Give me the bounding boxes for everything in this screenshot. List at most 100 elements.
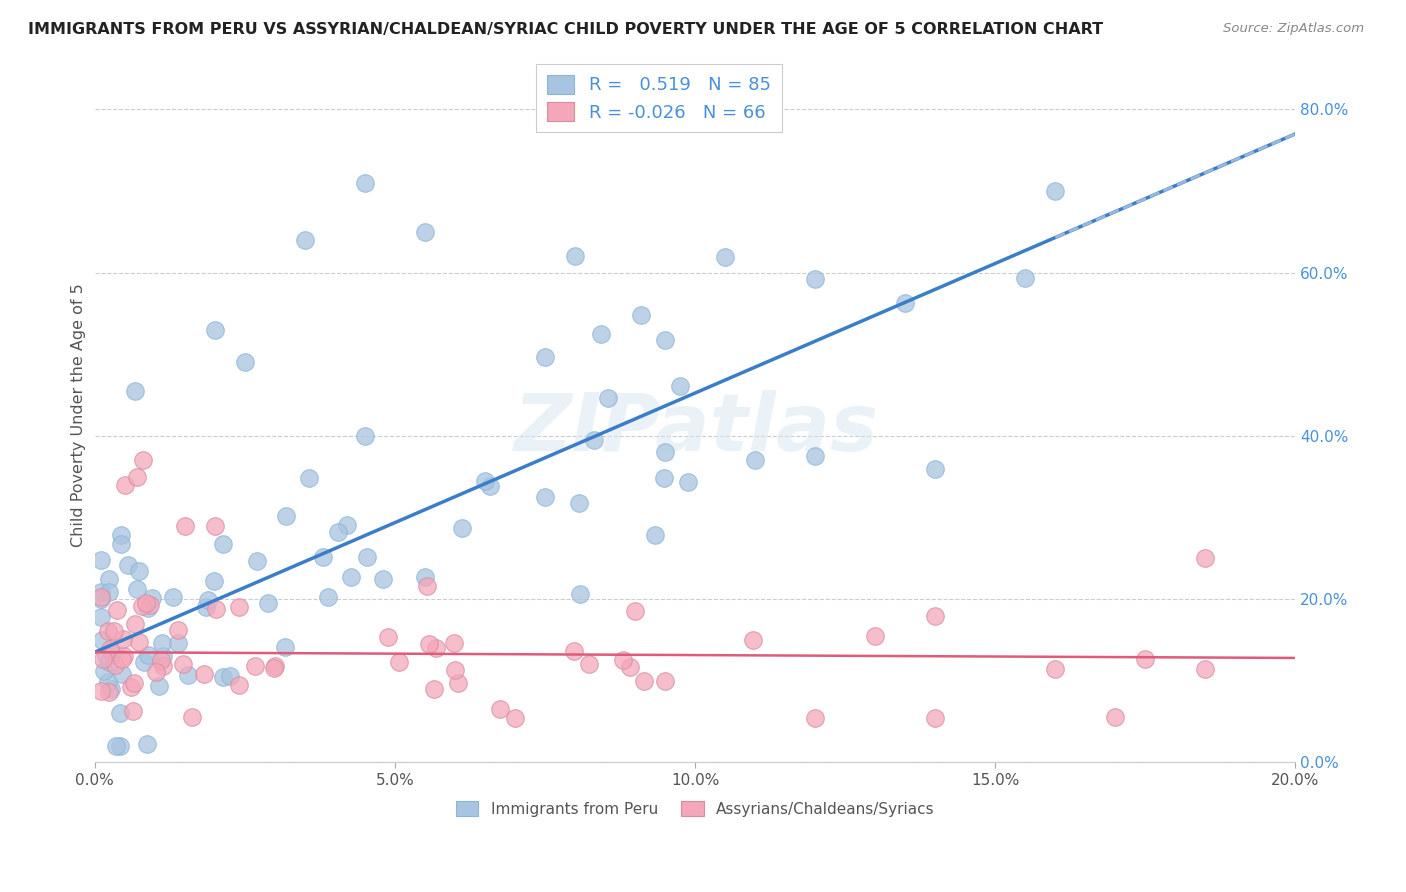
Point <box>1045 184 1067 198</box>
Point <box>90 553 112 567</box>
Point <box>114 478 136 492</box>
Point <box>152 648 174 663</box>
Point <box>172 657 194 672</box>
Text: IMMIGRANTS FROM PERU VS ASSYRIAN/CHALDEAN/SYRIAC CHILD POVERTY UNDER THE AGE OF : IMMIGRANTS FROM PERU VS ASSYRIAN/CHALDEA… <box>28 22 1104 37</box>
Point <box>644 528 666 542</box>
Y-axis label: Child Poverty Under the Age of 5: Child Poverty Under the Age of 5 <box>72 284 86 548</box>
Point <box>714 250 737 264</box>
Point <box>804 271 827 285</box>
Point <box>371 572 394 586</box>
Point <box>121 704 143 718</box>
Point <box>534 350 557 364</box>
Point <box>1194 662 1216 676</box>
Point <box>128 635 150 649</box>
Point <box>110 528 132 542</box>
Point <box>1135 652 1157 666</box>
Point <box>894 296 917 310</box>
Point <box>316 590 339 604</box>
Point <box>166 636 188 650</box>
Point <box>135 597 157 611</box>
Point <box>125 582 148 596</box>
Point <box>111 666 134 681</box>
Point <box>246 554 269 568</box>
Point <box>263 660 285 674</box>
Point <box>654 334 676 348</box>
Point <box>413 570 436 584</box>
Point <box>110 537 132 551</box>
Point <box>150 653 173 667</box>
Point <box>256 595 278 609</box>
Point <box>228 599 250 614</box>
Point <box>98 584 121 599</box>
Point <box>274 640 297 654</box>
Point <box>212 669 235 683</box>
Point <box>94 649 117 664</box>
Point <box>90 590 112 604</box>
Point <box>356 549 378 564</box>
Point <box>276 509 298 524</box>
Point <box>444 663 467 677</box>
Point <box>652 471 675 485</box>
Point <box>141 591 163 606</box>
Point <box>418 637 440 651</box>
Point <box>193 667 215 681</box>
Point <box>478 479 501 493</box>
Point <box>204 323 226 337</box>
Point <box>233 355 256 369</box>
Point <box>562 644 585 658</box>
Point <box>336 517 359 532</box>
Point <box>197 592 219 607</box>
Point <box>596 391 619 405</box>
Point <box>578 657 600 672</box>
Point <box>176 668 198 682</box>
Point <box>105 603 128 617</box>
Point <box>569 586 592 600</box>
Point <box>132 655 155 669</box>
Point <box>263 658 285 673</box>
Point <box>145 665 167 680</box>
Point <box>654 673 676 688</box>
Text: ZIPatlas: ZIPatlas <box>513 391 877 468</box>
Point <box>742 632 765 647</box>
Point <box>108 706 131 720</box>
Point <box>377 630 399 644</box>
Point <box>489 702 512 716</box>
Point <box>93 664 115 678</box>
Point <box>245 658 267 673</box>
Point <box>312 549 335 564</box>
Point <box>354 176 377 190</box>
Point <box>90 585 112 599</box>
Point <box>744 453 766 467</box>
Legend: Immigrants from Peru, Assyrians/Chaldeans/Syriacs: Immigrants from Peru, Assyrians/Chaldean… <box>449 793 942 824</box>
Point <box>136 601 159 615</box>
Point <box>98 684 121 698</box>
Point <box>564 249 586 263</box>
Point <box>211 537 233 551</box>
Point <box>112 649 135 664</box>
Point <box>181 710 204 724</box>
Point <box>612 653 634 667</box>
Point <box>103 624 125 638</box>
Point <box>804 450 827 464</box>
Point <box>326 524 349 539</box>
Point <box>474 474 496 488</box>
Point <box>120 681 142 695</box>
Point <box>924 710 946 724</box>
Point <box>298 471 321 485</box>
Point <box>125 469 148 483</box>
Point <box>1194 551 1216 566</box>
Point <box>132 453 155 467</box>
Point <box>204 601 226 615</box>
Point <box>583 433 606 447</box>
Point <box>90 610 112 624</box>
Point <box>90 684 112 698</box>
Point <box>162 590 184 604</box>
Point <box>128 564 150 578</box>
Point <box>413 225 436 239</box>
Point <box>1014 271 1036 285</box>
Point <box>131 599 153 614</box>
Point <box>150 635 173 649</box>
Point <box>668 379 690 393</box>
Point <box>443 636 465 650</box>
Point <box>503 710 526 724</box>
